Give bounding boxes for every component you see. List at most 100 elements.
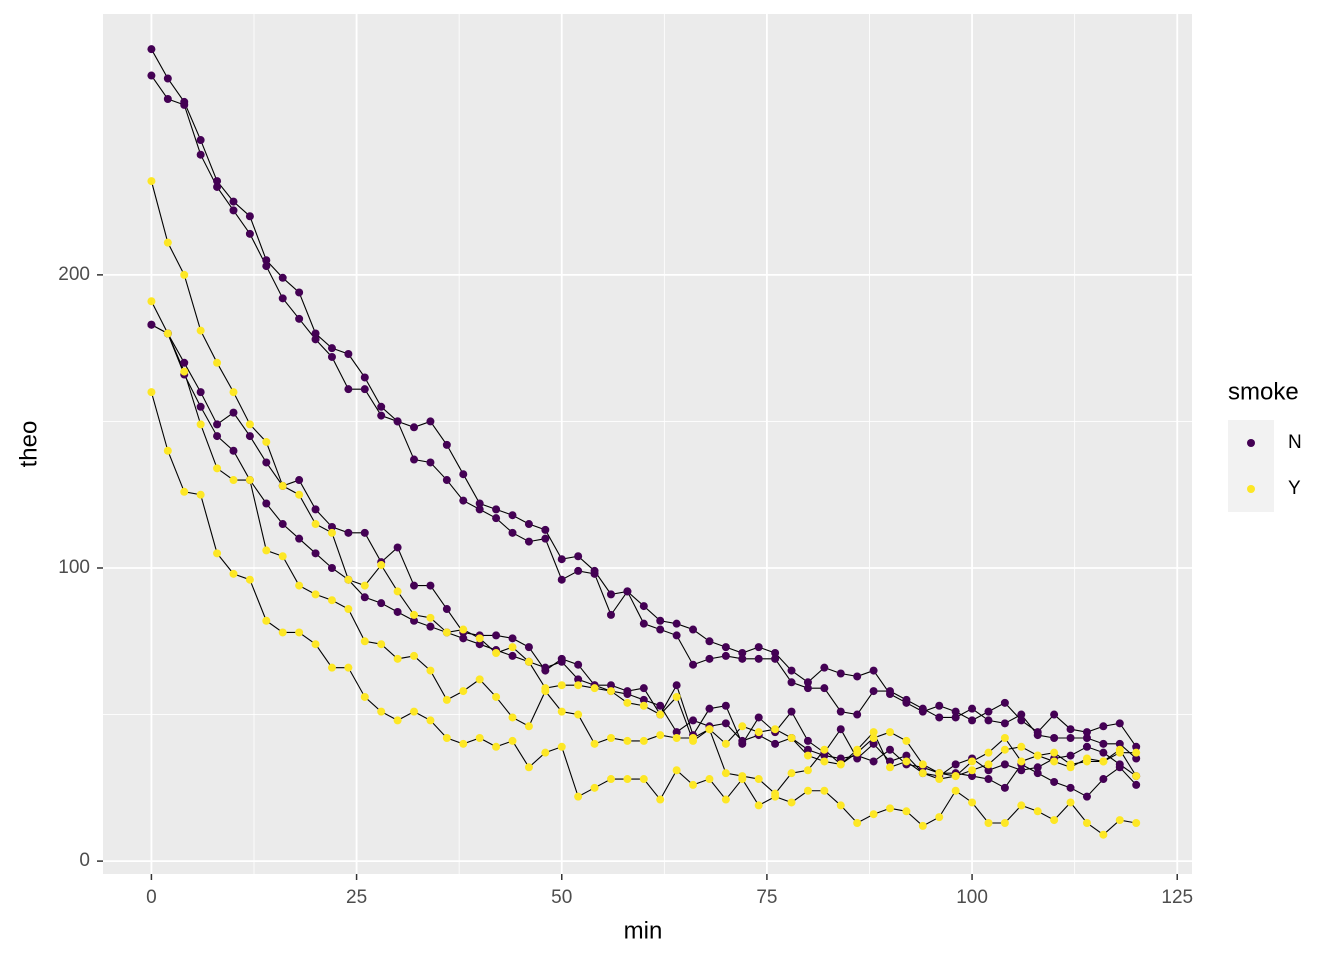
data-point (738, 654, 747, 663)
data-point (623, 698, 632, 707)
data-point (820, 786, 829, 795)
data-point (1132, 772, 1141, 781)
data-point (787, 798, 796, 807)
data-point (606, 775, 615, 784)
data-point (721, 643, 730, 652)
data-point (557, 681, 566, 690)
data-point (327, 352, 336, 361)
data-point (672, 631, 681, 640)
data-point (705, 725, 714, 734)
data-point (541, 663, 550, 672)
data-point (935, 713, 944, 722)
data-point (902, 751, 911, 760)
x-axis-title: min (624, 917, 663, 944)
data-point (754, 643, 763, 652)
data-point (459, 470, 468, 479)
points (147, 45, 1141, 839)
data-point (278, 520, 287, 529)
data-point (1033, 763, 1042, 772)
data-point (1000, 733, 1009, 742)
data-point (738, 775, 747, 784)
data-point (196, 490, 205, 499)
data-point (705, 704, 714, 713)
data-point (623, 736, 632, 745)
data-point (344, 605, 353, 614)
data-point (229, 388, 238, 397)
data-point (1066, 798, 1075, 807)
data-point (984, 716, 993, 725)
data-point (951, 772, 960, 781)
data-point (508, 528, 517, 537)
data-point (935, 701, 944, 710)
data-point (344, 528, 353, 537)
data-point (311, 549, 320, 558)
data-point (820, 684, 829, 693)
data-point (213, 464, 222, 473)
data-point (1017, 716, 1026, 725)
panel (103, 14, 1192, 874)
data-point (196, 326, 205, 335)
data-point (721, 769, 730, 778)
data-point (886, 763, 895, 772)
data-point (459, 739, 468, 748)
data-point (163, 95, 172, 104)
data-point (869, 687, 878, 696)
data-point (689, 780, 698, 789)
data-point (295, 581, 304, 590)
data-point (869, 810, 878, 819)
data-point (196, 402, 205, 411)
data-point (311, 640, 320, 649)
data-point (295, 490, 304, 499)
x-tick-label: 0 (146, 887, 157, 908)
data-point (968, 772, 977, 781)
data-point (262, 546, 271, 555)
data-point (426, 581, 435, 590)
data-point (918, 760, 927, 769)
data-point (836, 801, 845, 810)
data-point (787, 707, 796, 716)
data-point (721, 719, 730, 728)
data-point (721, 651, 730, 660)
data-point (672, 733, 681, 742)
data-point (574, 710, 583, 719)
data-point (196, 388, 205, 397)
data-point (606, 590, 615, 599)
data-point (442, 733, 451, 742)
data-point (853, 710, 862, 719)
data-point (541, 748, 550, 757)
data-point (163, 329, 172, 338)
data-point (295, 288, 304, 297)
legend-marker (1247, 485, 1255, 493)
data-point (213, 182, 222, 191)
data-point (147, 297, 156, 306)
data-point (426, 666, 435, 675)
data-point (278, 273, 287, 282)
data-point (393, 587, 402, 596)
data-point (787, 666, 796, 675)
data-point (721, 795, 730, 804)
data-point (1115, 816, 1124, 825)
data-point (656, 710, 665, 719)
data-point (902, 807, 911, 816)
data-point (377, 402, 386, 411)
data-point (262, 616, 271, 625)
data-point (147, 320, 156, 329)
data-point (820, 757, 829, 766)
data-point (475, 675, 484, 684)
data-point (1082, 818, 1091, 827)
data-point (245, 229, 254, 238)
data-point (508, 713, 517, 722)
data-point (574, 552, 583, 561)
data-point (836, 669, 845, 678)
legend-key-background (1228, 420, 1274, 512)
data-point (393, 543, 402, 552)
data-point (918, 821, 927, 830)
data-point (951, 707, 960, 716)
data-point (672, 692, 681, 701)
data-point (656, 625, 665, 634)
data-point (1132, 748, 1141, 757)
data-point (492, 514, 501, 523)
data-point (410, 651, 419, 660)
data-point (327, 528, 336, 537)
